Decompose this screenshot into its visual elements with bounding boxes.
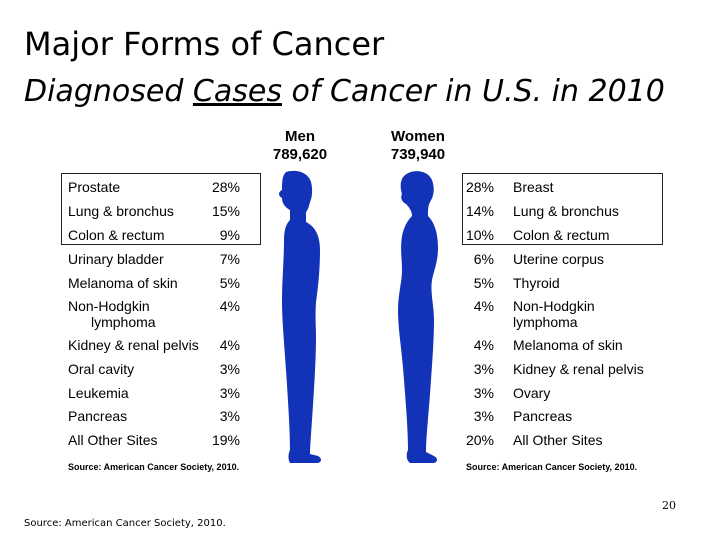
men-site-label: Kidney & renal pelvis [68,337,199,353]
men-site-label: Leukemia [68,385,129,401]
men-site-percent: 4% [219,337,240,353]
women-site-percent: 4% [473,298,494,314]
page-number: 20 [662,499,676,512]
men-top-three-box [61,173,261,245]
men-site-percent: 28% [211,179,240,195]
women-site-percent: 28% [465,179,494,195]
men-site-label: Colon & rectum [68,227,165,243]
men-site-label-line2: lymphoma [91,314,156,330]
woman-silhouette-shape [398,171,438,463]
women-site-label: Non-Hodgkin lymphoma [513,298,595,330]
men-site-label: Prostate [68,179,121,195]
women-total: 739,940 [390,146,446,163]
women-site-percent: 5% [473,275,494,291]
men-site-percent: 19% [211,432,240,448]
slide-title: Major Forms of Cancer [24,25,385,63]
men-site-percent: 3% [219,361,240,377]
women-site-label: Uterine corpus [513,251,605,267]
women-site-label: Lung & bronchus [513,203,619,219]
men-source-note: Source: American Cancer Society, 2010. [68,462,240,472]
women-label: Women [391,128,445,145]
women-site-label: Kidney & renal pelvis [513,361,644,377]
men-label: Men [285,128,315,145]
men-site-label: Non-Hodgkin lymphoma [68,298,156,330]
women-top-three-box [462,173,663,245]
men-site-label: Oral cavity [68,361,135,377]
women-header: Women 739,940 [380,128,456,164]
men-site-label: Pancreas [68,408,128,424]
subtitle-pre: Diagnosed [24,74,193,109]
man-silhouette-shape [279,170,321,464]
women-site-percent: 20% [465,432,494,448]
men-site-percent: 4% [219,298,240,314]
men-header: Men 789,620 [262,128,338,164]
women-site-percent: 6% [473,251,494,267]
men-site-label: Lung & bronchus [68,203,174,219]
men-site-label: Melanoma of skin [68,275,178,291]
men-site-percent: 7% [219,251,240,267]
women-site-label: Colon & rectum [513,227,610,243]
slide-source-footer: Source: American Cancer Society, 2010. [24,518,226,529]
women-site-percent: 4% [473,337,494,353]
men-site-label: All Other Sites [68,432,158,448]
men-total: 789,620 [272,146,328,163]
women-site-label: Melanoma of skin [513,337,623,353]
women-site-label: All Other Sites [513,432,603,448]
women-site-label-line1: Non-Hodgkin [513,298,595,314]
women-site-label: Pancreas [513,408,573,424]
men-site-percent: 9% [219,227,240,243]
men-site-percent: 5% [219,275,240,291]
women-site-percent: 3% [473,408,494,424]
woman-silhouette-icon [398,171,438,463]
women-site-percent: 14% [465,203,494,219]
women-site-label-line2: lymphoma [513,314,578,330]
women-site-percent: 3% [473,385,494,401]
men-site-label-line1: Non-Hodgkin [68,298,150,314]
women-site-percent: 10% [465,227,494,243]
men-site-percent: 3% [219,408,240,424]
women-site-label: Thyroid [513,275,560,291]
subtitle-underlined-word: Cases [192,74,282,109]
women-site-label: Ovary [513,385,551,401]
subtitle-post: of Cancer in U.S. in 2010 [281,74,665,109]
men-site-percent: 3% [219,385,240,401]
women-site-label: Breast [513,179,554,195]
men-site-label: Urinary bladder [68,251,164,267]
man-silhouette-icon [279,170,321,464]
slide-subtitle: Diagnosed Cases of Cancer in U.S. in 201… [24,72,665,112]
women-source-note: Source: American Cancer Society, 2010. [466,462,638,472]
women-site-percent: 3% [473,361,494,377]
men-site-percent: 15% [211,203,240,219]
